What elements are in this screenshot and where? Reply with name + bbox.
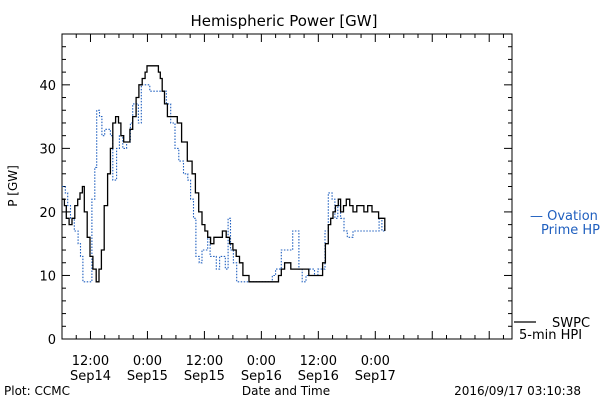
y-tick-label: 40 [39,79,56,94]
x-tick-date-label: Sep17 [355,369,396,384]
x-tick-date-label: Sep14 [70,369,111,384]
x-tick-time-label: 0:00 [133,354,162,369]
y-axis-label: P [GW] [6,165,20,207]
x-tick-time-label: 12:00 [186,354,223,369]
y-axis-ticks: 0 10 20 30 40 [39,33,512,348]
x-axis-label: Date and Time [242,384,330,398]
y-tick-label: 10 [39,269,56,284]
x-tick-time-label: 0:00 [247,354,276,369]
x-tick-time-label: 0:00 [361,354,390,369]
swpc-series-line [62,65,386,283]
series-layer [62,65,386,283]
x-tick-time-label: 12:00 [72,354,109,369]
legend-ovation-label-line2: Prime HPI [541,223,600,238]
ovation-prime-series-line [62,84,386,283]
footer-plot-credit: Plot: CCMC [4,384,70,398]
x-tick-date-label: Sep15 [127,369,168,384]
legend-ovation-label: — Ovation [530,209,598,224]
x-tick-date-label: Sep16 [241,369,282,384]
legend-swpc-label-line2: 5-min HPI [519,328,582,343]
y-tick-label: 0 [48,333,56,348]
y-tick-label: 30 [39,142,56,157]
footer-timestamp: 2016/09/17 03:10:38 [454,384,581,398]
chart-title: Hemispheric Power [GW] [191,12,378,30]
x-tick-time-label: 12:00 [300,354,337,369]
y-tick-label: 20 [39,206,56,221]
legend-swpc-label: SWPC [552,316,590,331]
x-axis-ticks: 12:00Sep140:00Sep1512:00Sep150:00Sep1612… [61,34,504,384]
x-tick-date-label: Sep15 [184,369,225,384]
x-tick-date-label: Sep16 [298,369,339,384]
plot-frame [61,33,513,340]
